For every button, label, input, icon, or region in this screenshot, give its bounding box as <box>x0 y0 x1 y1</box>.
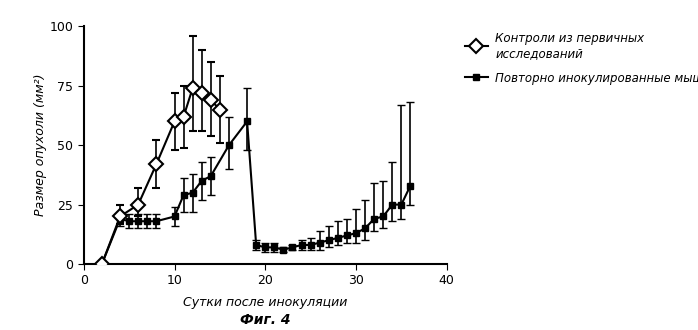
Y-axis label: Размер опухоли (мм²): Размер опухоли (мм²) <box>34 74 47 216</box>
Text: Фиг. 4: Фиг. 4 <box>240 313 290 327</box>
Legend: Контроли из первичных
исследований, Повторно инокулированные мыши: Контроли из первичных исследований, Повт… <box>460 27 698 90</box>
X-axis label: Сутки после инокуляции: Сутки после инокуляции <box>183 296 348 309</box>
